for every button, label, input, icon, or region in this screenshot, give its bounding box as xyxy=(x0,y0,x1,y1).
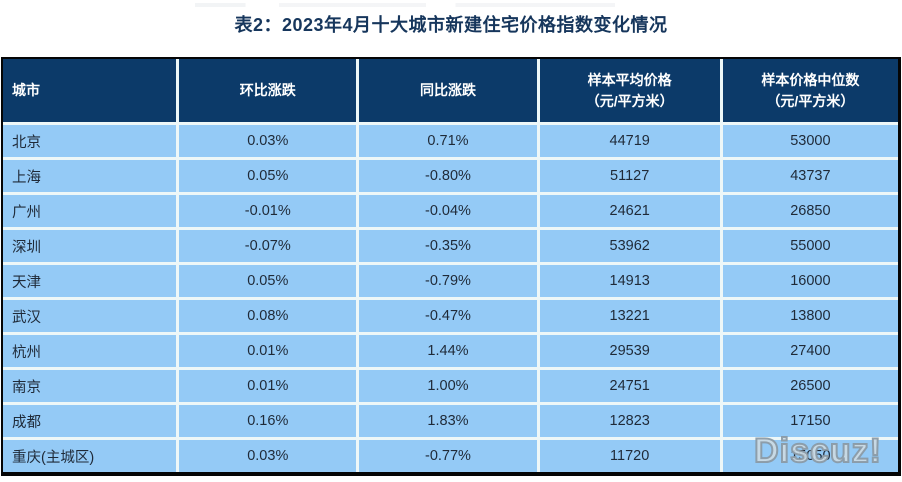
cell-median-price: 17150 xyxy=(722,405,898,440)
cell-mom: 0.03% xyxy=(179,440,360,472)
cell-avg-price: 14913 xyxy=(539,265,723,300)
cell-avg-price: 24751 xyxy=(539,370,723,405)
table-row-nanjing: 南京 0.01% 1.00% 24751 26500 xyxy=(3,370,898,405)
cell-avg-price: 51127 xyxy=(539,160,723,195)
cell-median-price: 55000 xyxy=(722,230,898,265)
cell-avg-price: 29539 xyxy=(539,335,723,370)
table-row-chongqing: 重庆(主城区) 0.03% -0.77% 11720 15050 xyxy=(3,440,898,472)
table-row-shanghai: 上海 0.05% -0.80% 51127 43737 xyxy=(3,160,898,195)
header-row: 城市 环比涨跌 同比涨跌 样本平均价格 （元/平方米） 样本价格中位数 （元/平… xyxy=(3,59,898,125)
table-row-beijing: 北京 0.03% 0.71% 44719 53000 xyxy=(3,125,898,160)
col-header-mom-change: 环比涨跌 xyxy=(179,59,360,125)
cell-avg-price: 11720 xyxy=(539,440,723,472)
cell-mom: -0.01% xyxy=(179,195,360,230)
table-row-shenzhen: 深圳 -0.07% -0.35% 53962 55000 xyxy=(3,230,898,265)
cell-avg-price: 44719 xyxy=(539,125,723,160)
cell-city: 广州 xyxy=(3,195,180,230)
cropped-text-artifact xyxy=(195,3,615,7)
cell-median-price: 53000 xyxy=(722,125,898,160)
cell-median-price: 26500 xyxy=(722,370,898,405)
cell-mom: 0.16% xyxy=(179,405,360,440)
cell-median-price: 15050 xyxy=(722,440,898,472)
cell-yoy: 1.83% xyxy=(359,405,540,440)
cell-mom: 0.05% xyxy=(179,160,360,195)
cell-yoy: 1.00% xyxy=(359,370,540,405)
table-row-hangzhou: 杭州 0.01% 1.44% 29539 27400 xyxy=(3,335,898,370)
cell-yoy: -0.77% xyxy=(359,440,540,472)
cell-mom: -0.07% xyxy=(179,230,360,265)
cell-avg-price: 13221 xyxy=(539,300,723,335)
cell-mom: 0.08% xyxy=(179,300,360,335)
cell-city: 成都 xyxy=(3,405,180,440)
cell-city: 北京 xyxy=(3,125,180,160)
col-header-median-price: 样本价格中位数 （元/平方米） xyxy=(722,59,898,125)
cell-city: 重庆(主城区) xyxy=(3,440,180,472)
cell-city: 上海 xyxy=(3,160,180,195)
cell-median-price: 27400 xyxy=(722,335,898,370)
cell-avg-price: 53962 xyxy=(539,230,723,265)
cell-yoy: -0.80% xyxy=(359,160,540,195)
cell-city: 南京 xyxy=(3,370,180,405)
cell-yoy: -0.79% xyxy=(359,265,540,300)
cell-median-price: 13800 xyxy=(722,300,898,335)
table-row-guangzhou: 广州 -0.01% -0.04% 24621 26850 xyxy=(3,195,898,230)
table-row-wuhan: 武汉 0.08% -0.47% 13221 13800 xyxy=(3,300,898,335)
cell-yoy: 1.44% xyxy=(359,335,540,370)
cell-median-price: 16000 xyxy=(722,265,898,300)
table-row-tianjin: 天津 0.05% -0.79% 14913 16000 xyxy=(3,265,898,300)
cell-yoy: -0.04% xyxy=(359,195,540,230)
table-title: 表2：2023年4月十大城市新建住宅价格指数变化情况 xyxy=(234,15,668,35)
price-index-table: 城市 环比涨跌 同比涨跌 样本平均价格 （元/平方米） 样本价格中位数 （元/平… xyxy=(1,57,901,476)
table-row-chengdu: 成都 0.16% 1.83% 12823 17150 xyxy=(3,405,898,440)
cell-yoy: -0.35% xyxy=(359,230,540,265)
cell-median-price: 43737 xyxy=(722,160,898,195)
col-header-city: 城市 xyxy=(3,59,180,125)
cell-avg-price: 12823 xyxy=(539,405,723,440)
cell-city: 深圳 xyxy=(3,230,180,265)
cell-yoy: 0.71% xyxy=(359,125,540,160)
col-header-yoy-change: 同比涨跌 xyxy=(359,59,540,125)
col-header-avg-price: 样本平均价格 （元/平方米） xyxy=(539,59,723,125)
cell-mom: 0.01% xyxy=(179,335,360,370)
cell-median-price: 26850 xyxy=(722,195,898,230)
cell-yoy: -0.47% xyxy=(359,300,540,335)
data-table: 城市 环比涨跌 同比涨跌 样本平均价格 （元/平方米） 样本价格中位数 （元/平… xyxy=(3,59,898,472)
cell-city: 天津 xyxy=(3,265,180,300)
cell-mom: 0.01% xyxy=(179,370,360,405)
cell-city: 杭州 xyxy=(3,335,180,370)
cell-city: 武汉 xyxy=(3,300,180,335)
cell-avg-price: 24621 xyxy=(539,195,723,230)
cell-mom: 0.03% xyxy=(179,125,360,160)
cell-mom: 0.05% xyxy=(179,265,360,300)
